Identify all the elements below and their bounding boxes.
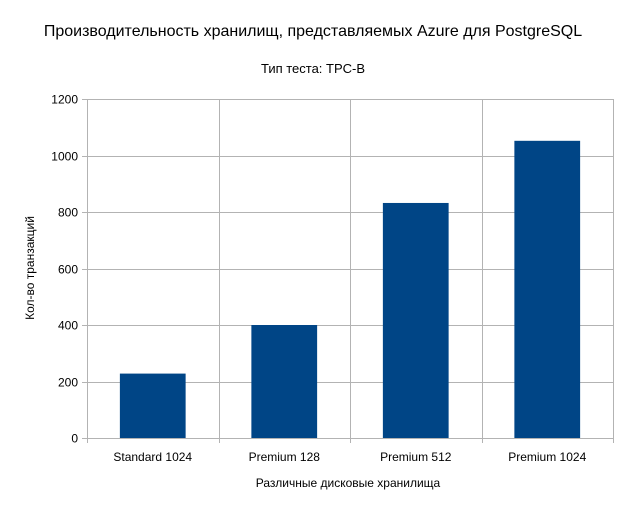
x-tick-label: Premium 512 bbox=[380, 450, 452, 464]
y-tick-label: 200 bbox=[58, 376, 78, 390]
x-axis-ticks: Standard 1024 Premium 128 Premium 512 Premi… bbox=[113, 450, 586, 464]
bar-premium-1024 bbox=[514, 140, 581, 438]
y-axis-label: Кол-во транзакций bbox=[23, 216, 37, 320]
chart-subtitle: Тип теста: TPC-B bbox=[261, 61, 365, 76]
x-tick-label: Premium 128 bbox=[249, 450, 321, 464]
y-tick-label: 800 bbox=[58, 206, 78, 220]
x-tick-label: Premium 1024 bbox=[508, 450, 586, 464]
bars bbox=[119, 140, 581, 438]
y-tick-label: 1200 bbox=[51, 93, 78, 107]
y-tick-label: 1000 bbox=[51, 150, 78, 164]
x-axis-label: Различные дисковые хранилища bbox=[256, 476, 441, 490]
y-axis-ticks: 0 200 400 600 800 1000 1200 bbox=[51, 93, 78, 446]
bar-premium-128 bbox=[251, 325, 318, 438]
bar-premium-512 bbox=[382, 202, 449, 438]
y-tick-label: 400 bbox=[58, 319, 78, 333]
x-tick-label: Standard 1024 bbox=[113, 450, 192, 464]
y-tick-label: 0 bbox=[71, 432, 78, 446]
chart-title: Производительность хранилищ, представляе… bbox=[44, 23, 582, 40]
bar-standard-1024 bbox=[119, 373, 186, 438]
y-tick-label: 600 bbox=[58, 263, 78, 277]
